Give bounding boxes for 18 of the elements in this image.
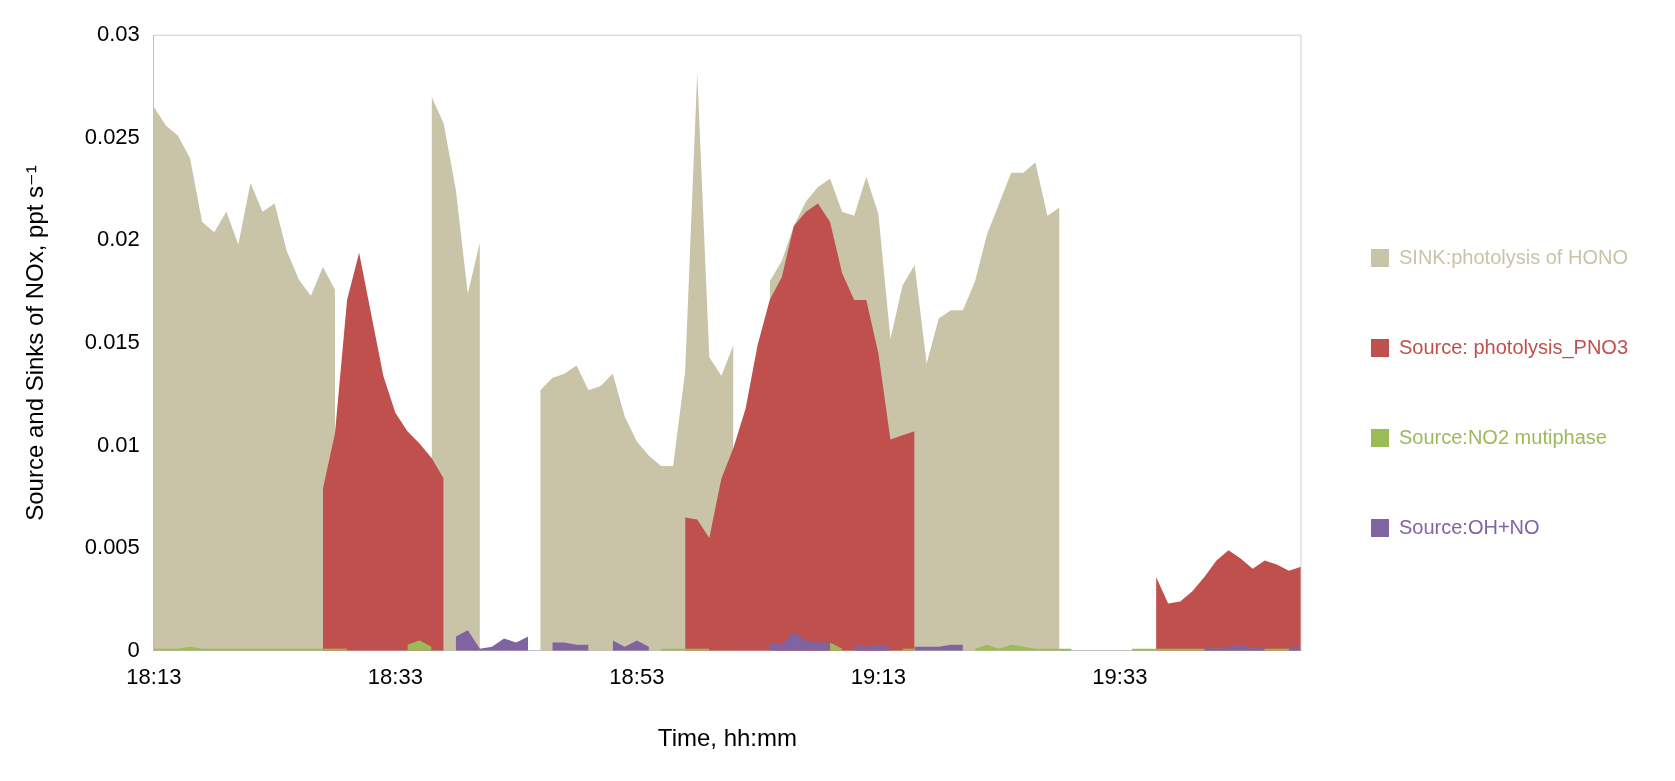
y-tick-label: 0.01 [97, 431, 140, 457]
y-tick-label: 0.02 [97, 226, 140, 252]
x-tick-label: 18:13 [126, 664, 182, 690]
y-tick-label: 0.025 [84, 123, 140, 149]
x-tick-label: 19:13 [850, 664, 906, 690]
legend-label: Source:NO2 mutiphase [1399, 425, 1607, 448]
legend-label: SINK:photolysis of HONO [1399, 245, 1628, 268]
y-tick-label: 0.03 [97, 21, 140, 47]
x-tick-label: 18:33 [367, 664, 423, 690]
y-axis-title: Source and Sinks of NOx, ppt s⁻¹ [21, 165, 49, 521]
y-tick-label: 0 [127, 636, 140, 662]
legend-label: Source:OH+NO [1399, 515, 1540, 538]
y-tick-label: 0.005 [84, 534, 140, 560]
x-tick-label: 18:53 [609, 664, 665, 690]
x-axis-title: Time, hh:mm [657, 724, 797, 752]
legend-label: Source: photolysis_PNO3 [1399, 335, 1629, 359]
x-tick-label: 19:33 [1092, 664, 1148, 690]
y-tick-label: 0.015 [84, 329, 140, 355]
